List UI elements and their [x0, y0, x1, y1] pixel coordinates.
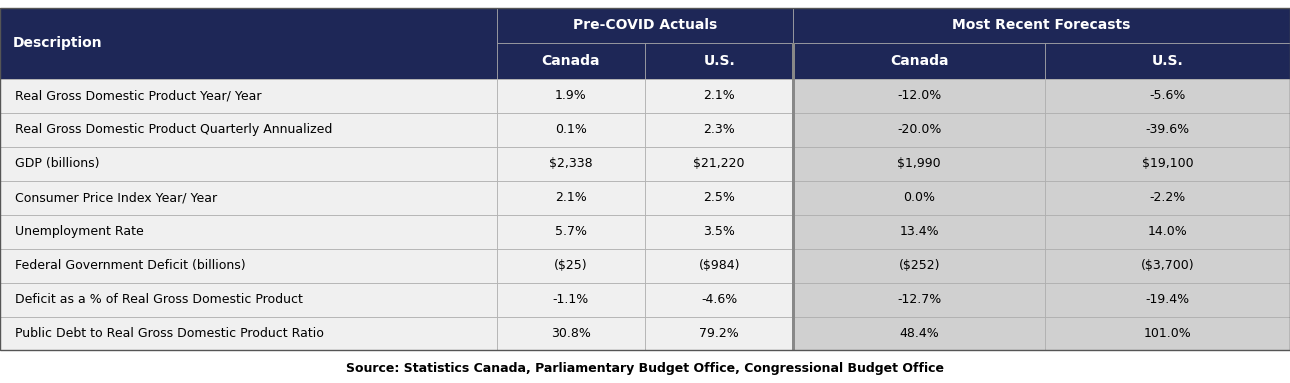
- Bar: [497, 43, 645, 79]
- Bar: [497, 8, 793, 43]
- Text: 2.1%: 2.1%: [703, 89, 735, 102]
- Bar: [793, 249, 1045, 283]
- Bar: [0, 79, 497, 113]
- Text: Federal Government Deficit (billions): Federal Government Deficit (billions): [15, 259, 246, 272]
- Bar: [645, 113, 793, 147]
- Bar: [497, 214, 645, 249]
- Text: -19.4%: -19.4%: [1146, 293, 1189, 306]
- Text: 14.0%: 14.0%: [1148, 225, 1187, 238]
- Bar: [497, 147, 645, 181]
- Bar: [645, 214, 793, 249]
- Text: Canada: Canada: [542, 54, 600, 68]
- Text: 30.8%: 30.8%: [551, 327, 591, 340]
- Text: ($25): ($25): [553, 259, 588, 272]
- Bar: [0, 181, 497, 214]
- Text: 5.7%: 5.7%: [555, 225, 587, 238]
- Bar: [0, 8, 1290, 350]
- Text: 2.1%: 2.1%: [555, 191, 587, 204]
- Text: Most Recent Forecasts: Most Recent Forecasts: [952, 18, 1131, 33]
- Text: 0.1%: 0.1%: [555, 123, 587, 136]
- Text: Deficit as a % of Real Gross Domestic Product: Deficit as a % of Real Gross Domestic Pr…: [15, 293, 303, 306]
- Text: ($3,700): ($3,700): [1140, 259, 1195, 272]
- Bar: [645, 79, 793, 113]
- Bar: [1045, 316, 1290, 350]
- Bar: [497, 113, 645, 147]
- Bar: [0, 214, 497, 249]
- Text: 2.5%: 2.5%: [703, 191, 735, 204]
- Text: -39.6%: -39.6%: [1146, 123, 1189, 136]
- Text: Canada: Canada: [890, 54, 948, 68]
- Bar: [497, 249, 645, 283]
- Text: GDP (billions): GDP (billions): [15, 157, 101, 170]
- Bar: [1045, 283, 1290, 316]
- Text: -5.6%: -5.6%: [1149, 89, 1186, 102]
- Bar: [0, 113, 497, 147]
- Text: -12.7%: -12.7%: [897, 293, 942, 306]
- Bar: [0, 147, 497, 181]
- Bar: [0, 316, 497, 350]
- Text: 2.3%: 2.3%: [703, 123, 735, 136]
- Text: -2.2%: -2.2%: [1149, 191, 1186, 204]
- Bar: [0, 283, 497, 316]
- Bar: [0, 249, 497, 283]
- Text: Pre-COVID Actuals: Pre-COVID Actuals: [573, 18, 717, 33]
- Bar: [645, 43, 793, 79]
- Bar: [793, 79, 1045, 113]
- Bar: [645, 181, 793, 214]
- Text: -20.0%: -20.0%: [897, 123, 942, 136]
- Bar: [1045, 79, 1290, 113]
- Bar: [497, 181, 645, 214]
- Bar: [645, 249, 793, 283]
- Text: Real Gross Domestic Product Quarterly Annualized: Real Gross Domestic Product Quarterly An…: [15, 123, 333, 136]
- Bar: [1045, 214, 1290, 249]
- Bar: [1045, 147, 1290, 181]
- Text: U.S.: U.S.: [703, 54, 735, 68]
- Text: -4.6%: -4.6%: [700, 293, 738, 306]
- Text: Consumer Price Index Year/ Year: Consumer Price Index Year/ Year: [15, 191, 218, 204]
- Text: $2,338: $2,338: [550, 157, 592, 170]
- Text: 1.9%: 1.9%: [555, 89, 587, 102]
- Text: 13.4%: 13.4%: [899, 225, 939, 238]
- Text: -1.1%: -1.1%: [552, 293, 590, 306]
- Bar: [645, 147, 793, 181]
- Bar: [645, 283, 793, 316]
- Text: 3.5%: 3.5%: [703, 225, 735, 238]
- Text: $1,990: $1,990: [898, 157, 940, 170]
- Bar: [793, 214, 1045, 249]
- Bar: [793, 316, 1045, 350]
- Text: $21,220: $21,220: [694, 157, 744, 170]
- Bar: [497, 79, 645, 113]
- Bar: [793, 147, 1045, 181]
- Text: Public Debt to Real Gross Domestic Product Ratio: Public Debt to Real Gross Domestic Produ…: [15, 327, 324, 340]
- Text: 0.0%: 0.0%: [903, 191, 935, 204]
- Bar: [1045, 113, 1290, 147]
- Bar: [645, 316, 793, 350]
- Bar: [1045, 181, 1290, 214]
- Bar: [793, 283, 1045, 316]
- Text: 101.0%: 101.0%: [1143, 327, 1192, 340]
- Bar: [1045, 43, 1290, 79]
- Text: Unemployment Rate: Unemployment Rate: [15, 225, 144, 238]
- Bar: [497, 316, 645, 350]
- Text: U.S.: U.S.: [1152, 54, 1183, 68]
- Text: $19,100: $19,100: [1142, 157, 1193, 170]
- Text: -12.0%: -12.0%: [897, 89, 942, 102]
- Text: ($252): ($252): [898, 259, 940, 272]
- Bar: [793, 181, 1045, 214]
- Text: Description: Description: [13, 36, 102, 50]
- Text: ($984): ($984): [698, 259, 740, 272]
- Bar: [793, 113, 1045, 147]
- Text: Source: Statistics Canada, Parliamentary Budget Office, Congressional Budget Off: Source: Statistics Canada, Parliamentary…: [346, 362, 944, 375]
- Bar: [793, 43, 1045, 79]
- Bar: [1045, 249, 1290, 283]
- Bar: [792, 43, 795, 350]
- Bar: [0, 8, 497, 79]
- Bar: [497, 283, 645, 316]
- Text: 48.4%: 48.4%: [899, 327, 939, 340]
- Bar: [793, 8, 1290, 43]
- Text: Real Gross Domestic Product Year/ Year: Real Gross Domestic Product Year/ Year: [15, 89, 262, 102]
- Text: 79.2%: 79.2%: [699, 327, 739, 340]
